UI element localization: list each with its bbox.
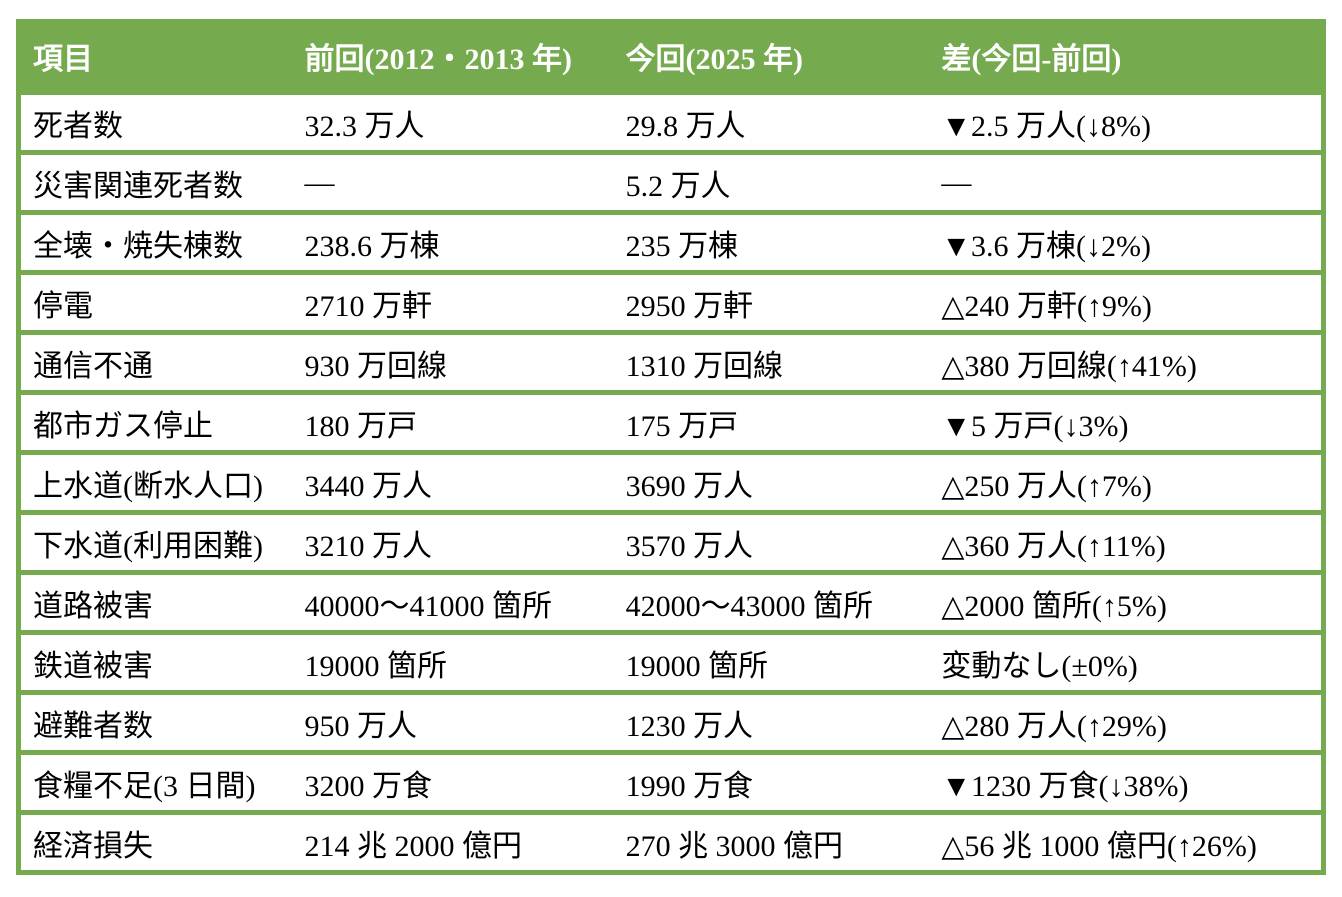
difference-cell: △56 兆 1000 億円(↑26%) (929, 810, 1324, 873)
table-row: 全壊・焼失棟数 238.6 万棟 235 万棟 ▼3.6 万棟(↓2%) (18, 210, 1324, 273)
previous-value-cell: 3440 万人 (292, 450, 614, 513)
current-value-cell: 270 兆 3000 億円 (613, 810, 930, 873)
current-value-cell: 42000〜43000 箇所 (613, 570, 930, 633)
item-cell: 上水道(断水人口) (18, 450, 293, 513)
current-value-cell: 3570 万人 (613, 510, 930, 573)
table-body: 死者数 32.3 万人 29.8 万人 ▼2.5 万人(↓8%) 災害関連死者数 ― 5.2… (18, 90, 1324, 873)
item-cell: 下水道(利用困難) (18, 510, 293, 573)
item-cell: 全壊・焼失棟数 (18, 210, 293, 273)
difference-cell: △360 万人(↑11%) (929, 510, 1324, 573)
table-row: 食糧不足(3 日間) 3200 万食 1990 万食 ▼1230 万食(↓38%) (18, 750, 1324, 813)
previous-value-cell: 40000〜41000 箇所 (292, 570, 614, 633)
column-header-difference: 差(今回-前回) (929, 21, 1324, 93)
table-row: 避難者数 950 万人 1230 万人 △280 万人(↑29%) (18, 690, 1324, 753)
difference-cell: △380 万回線(↑41%) (929, 330, 1324, 393)
difference-cell: ▼2.5 万人(↓8%) (929, 90, 1324, 153)
current-value-cell: 1230 万人 (613, 690, 930, 753)
previous-value-cell: 2710 万軒 (292, 270, 614, 333)
header-row: 項目 前回(2012・2013 年) 今回(2025 年) 差(今回-前回) (18, 21, 1324, 93)
column-header-current: 今回(2025 年) (613, 21, 930, 93)
table-row: 鉄道被害 19000 箇所 19000 箇所 変動なし(±0%) (18, 630, 1324, 693)
table-row: 死者数 32.3 万人 29.8 万人 ▼2.5 万人(↓8%) (18, 90, 1324, 153)
current-value-cell: 1990 万食 (613, 750, 930, 813)
table-row: 都市ガス停止 180 万戸 175 万戸 ▼5 万戸(↓3%) (18, 390, 1324, 453)
current-value-cell: 175 万戸 (613, 390, 930, 453)
difference-cell: △240 万軒(↑9%) (929, 270, 1324, 333)
current-value-cell: 1310 万回線 (613, 330, 930, 393)
current-value-cell: 5.2 万人 (613, 150, 930, 213)
previous-value-cell: ― (292, 150, 614, 213)
item-cell: 通信不通 (18, 330, 293, 393)
current-value-cell: 2950 万軒 (613, 270, 930, 333)
current-value-cell: 29.8 万人 (613, 90, 930, 153)
difference-cell: △2000 箇所(↑5%) (929, 570, 1324, 633)
previous-value-cell: 180 万戸 (292, 390, 614, 453)
previous-value-cell: 930 万回線 (292, 330, 614, 393)
damage-comparison-table: 項目 前回(2012・2013 年) 今回(2025 年) 差(今回-前回) 死… (16, 19, 1326, 875)
table-row: 道路被害 40000〜41000 箇所 42000〜43000 箇所 △2000 箇所… (18, 570, 1324, 633)
column-header-previous: 前回(2012・2013 年) (292, 21, 614, 93)
table-row: 停電 2710 万軒 2950 万軒 △240 万軒(↑9%) (18, 270, 1324, 333)
previous-value-cell: 950 万人 (292, 690, 614, 753)
item-cell: 死者数 (18, 90, 293, 153)
previous-value-cell: 3200 万食 (292, 750, 614, 813)
difference-cell: ▼5 万戸(↓3%) (929, 390, 1324, 453)
difference-cell: 変動なし(±0%) (929, 630, 1324, 693)
current-value-cell: 3690 万人 (613, 450, 930, 513)
current-value-cell: 19000 箇所 (613, 630, 930, 693)
previous-value-cell: 3210 万人 (292, 510, 614, 573)
current-value-cell: 235 万棟 (613, 210, 930, 273)
item-cell: 食糧不足(3 日間) (18, 750, 293, 813)
previous-value-cell: 32.3 万人 (292, 90, 614, 153)
table-row: 災害関連死者数 ― 5.2 万人 ― (18, 150, 1324, 213)
item-cell: 停電 (18, 270, 293, 333)
difference-cell: △280 万人(↑29%) (929, 690, 1324, 753)
item-cell: 鉄道被害 (18, 630, 293, 693)
previous-value-cell: 19000 箇所 (292, 630, 614, 693)
column-header-item: 項目 (18, 21, 293, 93)
difference-cell: ― (929, 150, 1324, 213)
item-cell: 避難者数 (18, 690, 293, 753)
difference-cell: △250 万人(↑7%) (929, 450, 1324, 513)
previous-value-cell: 238.6 万棟 (292, 210, 614, 273)
table-row: 上水道(断水人口) 3440 万人 3690 万人 △250 万人(↑7%) (18, 450, 1324, 513)
table-row: 経済損失 214 兆 2000 億円 270 兆 3000 億円 △56 兆 1000… (18, 810, 1324, 873)
table-row: 通信不通 930 万回線 1310 万回線 △380 万回線(↑41%) (18, 330, 1324, 393)
difference-cell: ▼1230 万食(↓38%) (929, 750, 1324, 813)
difference-cell: ▼3.6 万棟(↓2%) (929, 210, 1324, 273)
table-row: 下水道(利用困難) 3210 万人 3570 万人 △360 万人(↑11%) (18, 510, 1324, 573)
item-cell: 災害関連死者数 (18, 150, 293, 213)
item-cell: 道路被害 (18, 570, 293, 633)
item-cell: 経済損失 (18, 810, 293, 873)
previous-value-cell: 214 兆 2000 億円 (292, 810, 614, 873)
item-cell: 都市ガス停止 (18, 390, 293, 453)
